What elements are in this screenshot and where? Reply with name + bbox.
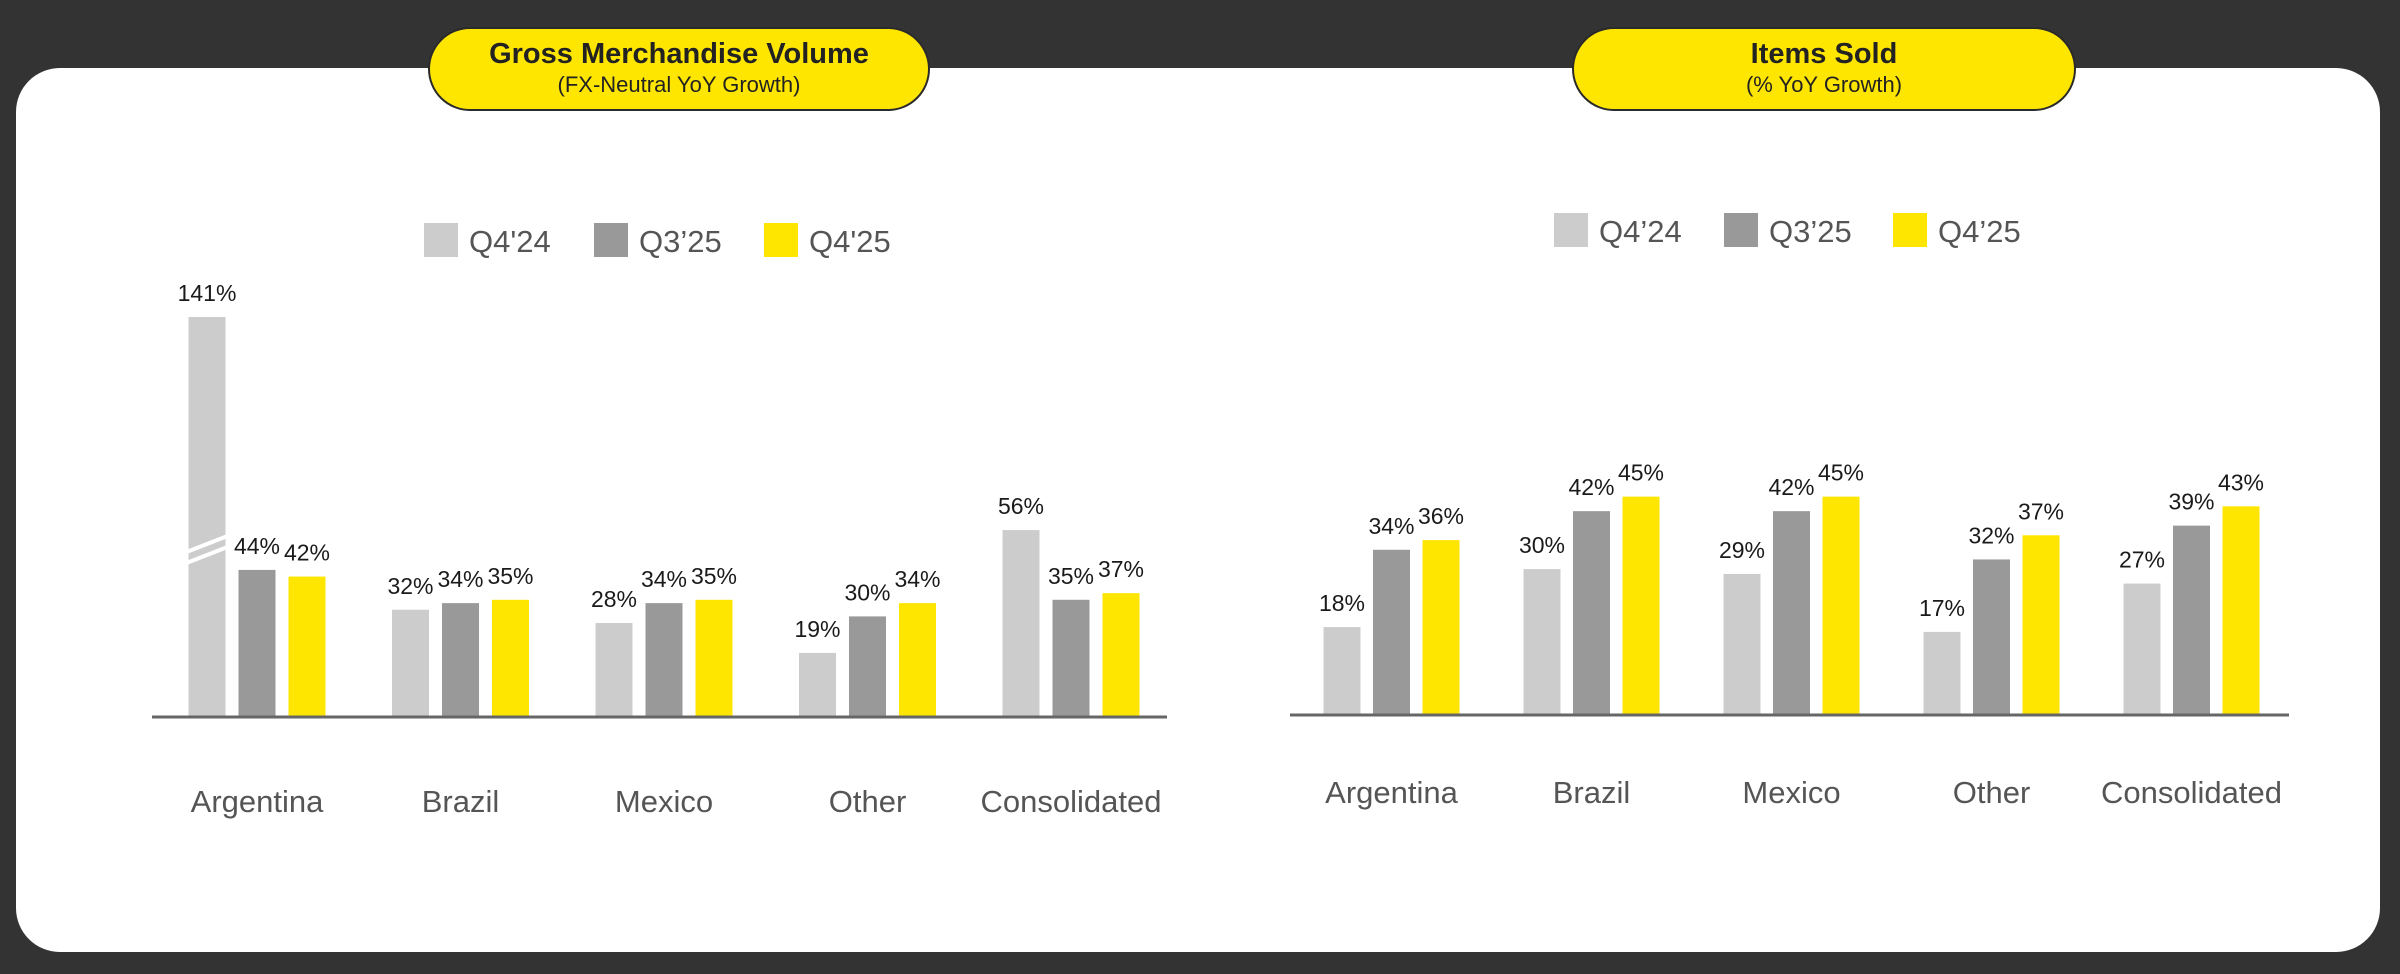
gmv-legend-label-1: Q3’25 xyxy=(639,224,722,259)
items-title: Items Sold xyxy=(1750,38,1898,70)
items-category-label-mexico: Mexico xyxy=(1742,775,1840,810)
items-data-label-mexico-2: 45% xyxy=(1818,460,1864,486)
gmv-data-label-other-2: 34% xyxy=(894,566,940,592)
gmv-data-label-mexico-2: 35% xyxy=(691,563,737,589)
items-data-label-argentina-1: 34% xyxy=(1368,513,1414,539)
items-bar-brazil-1 xyxy=(1573,511,1610,714)
items-data-label-brazil-2: 45% xyxy=(1618,460,1664,486)
gmv-bar-consolidated-2 xyxy=(1102,593,1140,716)
gmv-category-label-other: Other xyxy=(829,784,907,819)
gmv-category-label-consolidated: Consolidated xyxy=(981,784,1162,819)
gmv-data-label-brazil-0: 32% xyxy=(387,573,433,599)
gmv-legend-label-0: Q4'24 xyxy=(469,224,551,259)
items-data-label-other-1: 32% xyxy=(1968,522,2014,548)
gmv-subtitle: (FX-Neutral YoY Growth) xyxy=(557,72,801,97)
items-bar-argentina-0 xyxy=(1323,627,1361,714)
gmv-bar-mexico-0 xyxy=(595,623,633,716)
items-legend-label-2: Q4’25 xyxy=(1938,214,2021,249)
gmv-legend-swatch-2 xyxy=(764,223,798,257)
items-category-label-other: Other xyxy=(1953,775,2031,810)
gmv-bar-mexico-1 xyxy=(645,603,683,716)
gmv-legend-label-2: Q4'25 xyxy=(809,224,891,259)
gmv-bar-brazil-2 xyxy=(492,599,529,716)
gmv-data-label-argentina-1: 44% xyxy=(234,533,280,559)
gmv-bar-consolidated-1 xyxy=(1052,599,1090,716)
gmv-data-label-brazil-1: 34% xyxy=(437,566,483,592)
gmv-category-label-argentina: Argentina xyxy=(191,784,324,819)
gmv-bar-argentina-2 xyxy=(288,576,326,716)
items-data-label-mexico-0: 29% xyxy=(1719,537,1765,563)
items-data-label-brazil-1: 42% xyxy=(1568,474,1614,500)
gmv-data-label-mexico-0: 28% xyxy=(591,586,637,612)
gmv-data-label-other-1: 30% xyxy=(844,579,890,605)
gmv-axis-break-mark xyxy=(185,534,229,554)
items-legend-swatch-0 xyxy=(1554,213,1588,247)
gmv-bar-brazil-0 xyxy=(392,609,429,716)
gmv-category-label-brazil: Brazil xyxy=(422,784,500,819)
gmv-bar-other-2 xyxy=(899,603,936,716)
items-bar-consolidated-2 xyxy=(2222,506,2260,714)
items-title-pill: Items Sold (% YoY Growth) xyxy=(1572,27,2076,111)
gmv-bar-argentina-1 xyxy=(238,569,276,716)
items-bar-brazil-0 xyxy=(1523,569,1561,714)
items-legend-swatch-2 xyxy=(1893,213,1927,247)
gmv-bar-brazil-1 xyxy=(442,603,479,716)
items-bar-other-2 xyxy=(2022,535,2060,714)
gmv-data-label-mexico-1: 34% xyxy=(641,566,687,592)
gmv-category-label-mexico: Mexico xyxy=(615,784,713,819)
items-legend-label-1: Q3’25 xyxy=(1769,214,1852,249)
items-data-label-mexico-1: 42% xyxy=(1768,474,1814,500)
items-bar-mexico-2 xyxy=(1822,496,1860,714)
items-data-label-other-0: 17% xyxy=(1919,595,1965,621)
gmv-axis-break-mark xyxy=(185,545,229,565)
gmv-bar-argentina-0 xyxy=(188,317,226,716)
items-bar-other-1 xyxy=(1973,559,2010,714)
gmv-bar-mexico-2 xyxy=(695,599,733,716)
items-bar-brazil-2 xyxy=(1622,496,1660,714)
items-bar-mexico-1 xyxy=(1773,511,1810,714)
gmv-bar-other-1 xyxy=(849,616,886,716)
items-data-label-argentina-2: 36% xyxy=(1418,503,1464,529)
gmv-bar-other-0 xyxy=(799,652,836,716)
items-bar-other-0 xyxy=(1923,631,1961,714)
items-bar-argentina-1 xyxy=(1373,549,1410,714)
items-category-label-consolidated: Consolidated xyxy=(2101,775,2282,810)
items-data-label-consolidated-2: 43% xyxy=(2218,469,2264,495)
items-bar-mexico-0 xyxy=(1723,573,1761,714)
items-bar-consolidated-1 xyxy=(2173,525,2210,714)
items-data-label-consolidated-1: 39% xyxy=(2168,489,2214,515)
gmv-data-label-argentina-0: 141% xyxy=(178,280,237,306)
items-bar-consolidated-0 xyxy=(2123,583,2161,714)
items-subtitle: (% YoY Growth) xyxy=(1745,72,1903,97)
gmv-title: Gross Merchandise Volume xyxy=(489,38,869,70)
gmv-data-label-argentina-2: 42% xyxy=(284,540,330,566)
items-category-label-brazil: Brazil xyxy=(1553,775,1631,810)
items-data-label-consolidated-0: 27% xyxy=(2119,547,2165,573)
gmv-legend-swatch-1 xyxy=(594,223,628,257)
gmv-data-label-consolidated-2: 37% xyxy=(1098,556,1144,582)
gmv-bar-consolidated-0 xyxy=(1002,530,1040,716)
content-card xyxy=(16,68,2380,952)
gmv-data-label-other-0: 19% xyxy=(794,616,840,642)
gmv-data-label-brazil-2: 35% xyxy=(487,563,533,589)
items-bar-argentina-2 xyxy=(1422,540,1460,714)
items-data-label-brazil-0: 30% xyxy=(1519,532,1565,558)
gmv-legend-swatch-0 xyxy=(424,223,458,257)
items-category-label-argentina: Argentina xyxy=(1325,775,1458,810)
gmv-data-label-consolidated-0: 56% xyxy=(998,493,1044,519)
gmv-data-label-consolidated-1: 35% xyxy=(1048,563,1094,589)
items-legend-label-0: Q4’24 xyxy=(1599,214,1682,249)
items-data-label-argentina-0: 18% xyxy=(1319,590,1365,616)
items-data-label-other-2: 37% xyxy=(2018,498,2064,524)
items-legend-swatch-1 xyxy=(1724,213,1758,247)
gmv-title-pill: Gross Merchandise Volume (FX-Neutral YoY… xyxy=(428,27,930,111)
